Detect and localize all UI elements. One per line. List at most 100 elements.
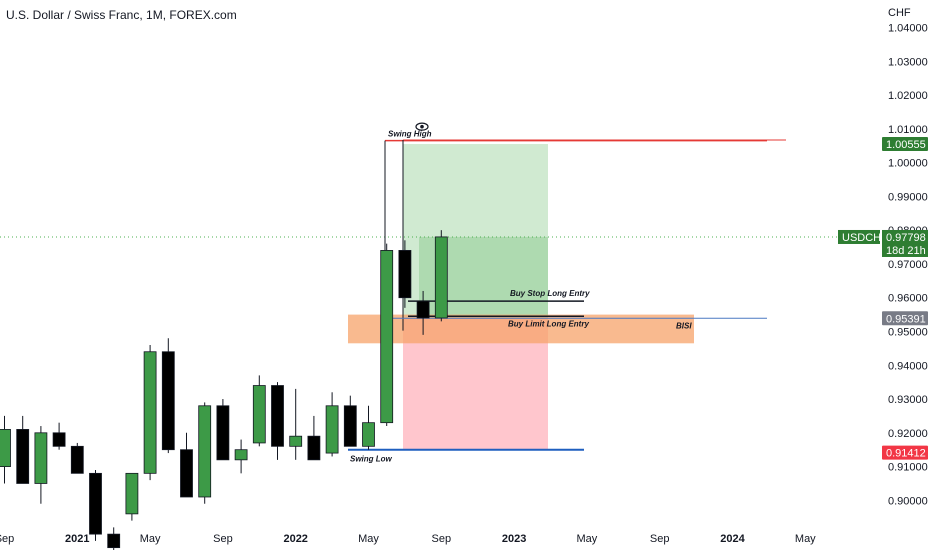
candle-body [343, 405, 357, 447]
candle-body [161, 351, 175, 451]
entry-price-badge-text: 0.95391 [886, 313, 926, 325]
candle [343, 395, 357, 447]
countdown-text: 18d 21h [886, 245, 926, 257]
candle-body [216, 405, 230, 461]
candle-body [107, 533, 121, 549]
chart-title: U.S. Dollar / Swiss Franc, 1M, FOREX.com [6, 8, 237, 22]
last-price-badge-bg [882, 229, 928, 257]
candle-body [89, 472, 102, 535]
candle-body [70, 445, 84, 474]
candle [180, 432, 193, 498]
candle [289, 388, 303, 460]
time-tick-label: 2024 [720, 533, 745, 545]
candle [234, 439, 248, 474]
time-tick-label: Sep [0, 533, 14, 545]
candles-layer [0, 230, 448, 550]
candle-body [362, 422, 375, 447]
candle [434, 230, 448, 322]
candle [70, 442, 84, 474]
price-tick-label: 1.00000 [888, 158, 928, 170]
candle-body [34, 432, 48, 484]
stop-price-badge-text: 1.00555 [886, 139, 926, 151]
candle-body [252, 385, 266, 444]
candle [362, 405, 375, 450]
time-tick-label: 2022 [283, 533, 307, 545]
time-tick-label: May [358, 533, 379, 545]
candle-body [180, 449, 193, 498]
price-tick-label: 1.04000 [888, 23, 928, 35]
candle [34, 426, 48, 504]
time-tick-label: May [140, 533, 161, 545]
candle-body [307, 435, 321, 461]
candle-body [271, 385, 284, 447]
candle-body [52, 432, 66, 447]
candle-body [380, 250, 394, 424]
stop-price-badge: 1.00555 [882, 137, 928, 152]
candle [307, 415, 321, 461]
eye-pupil [420, 124, 424, 129]
candle [52, 422, 66, 450]
price-tick-label: 1.01000 [888, 124, 928, 136]
price-tick-label: 0.96000 [888, 293, 928, 305]
swing-low-label: Swing Low [350, 455, 393, 464]
candle-body [198, 405, 212, 498]
candle [125, 472, 139, 521]
time-tick-label: May [795, 533, 816, 545]
candle [0, 415, 11, 484]
candle [380, 243, 394, 427]
swing-high-label: Swing High [388, 130, 432, 139]
currency-label: CHF [888, 7, 911, 19]
symbol-badge-text: USDCHF [842, 232, 888, 244]
price-tick-label: 0.92000 [888, 428, 928, 440]
candle [16, 415, 30, 484]
annotations-layer: Swing High Swing Low Buy Stop Long Entry Bu… [350, 122, 692, 464]
candle-body [16, 429, 30, 484]
candle [216, 399, 230, 461]
price-tick-label: 1.02000 [888, 90, 928, 102]
target-price-badge-bg [882, 445, 928, 460]
buy-stop-label: Buy Stop Long Entry [510, 289, 590, 298]
price-axis: CHF 0.90000 0.91000 0.92000 0.93000 0.94000 0.… [888, 7, 928, 507]
candle [325, 392, 339, 457]
price-tick-label: 0.99000 [888, 191, 928, 203]
time-tick-label: May [577, 533, 598, 545]
zones-layer [348, 144, 694, 450]
last-price-text: 0.97798 [886, 232, 926, 244]
time-tick-label: 2021 [65, 533, 89, 545]
candle [198, 402, 212, 504]
candle-body [434, 236, 448, 319]
eye-icon [415, 122, 429, 131]
eye-outline [415, 122, 429, 131]
target-price-badge: 0.91412 [882, 445, 928, 460]
candle-body [289, 435, 303, 447]
candle-body [234, 449, 248, 461]
candle [161, 338, 175, 454]
candle-body [325, 405, 339, 454]
target-price-badge-text: 0.91412 [886, 448, 926, 460]
bisi-label: BISI [676, 322, 692, 331]
price-tick-label: 1.03000 [888, 56, 928, 68]
candle [107, 527, 121, 550]
candle-body [125, 472, 139, 515]
candle [143, 344, 157, 481]
symbol-badge-bg [838, 229, 880, 244]
candle [416, 290, 430, 335]
bisi-zone [348, 314, 694, 344]
candle-body [416, 300, 430, 319]
candle-body [143, 351, 157, 474]
candle [398, 240, 412, 308]
entry-price-badge: 0.95391 [882, 311, 928, 326]
price-tick-label: 0.93000 [888, 394, 928, 406]
price-tick-label: 0.95000 [888, 326, 928, 338]
time-tick-label: Sep [432, 533, 452, 545]
time-axis: Sep 2021 May Sep 2022 May Sep 2023 May Sep 2024 May [0, 533, 816, 545]
candle [89, 469, 102, 541]
time-tick-label: Sep [213, 533, 233, 545]
time-tick-label: Sep [650, 533, 670, 545]
buy-limit-label: Buy Limit Long Entry [508, 319, 589, 328]
candle-body [0, 429, 11, 467]
price-tick-label: 0.97000 [888, 259, 928, 271]
